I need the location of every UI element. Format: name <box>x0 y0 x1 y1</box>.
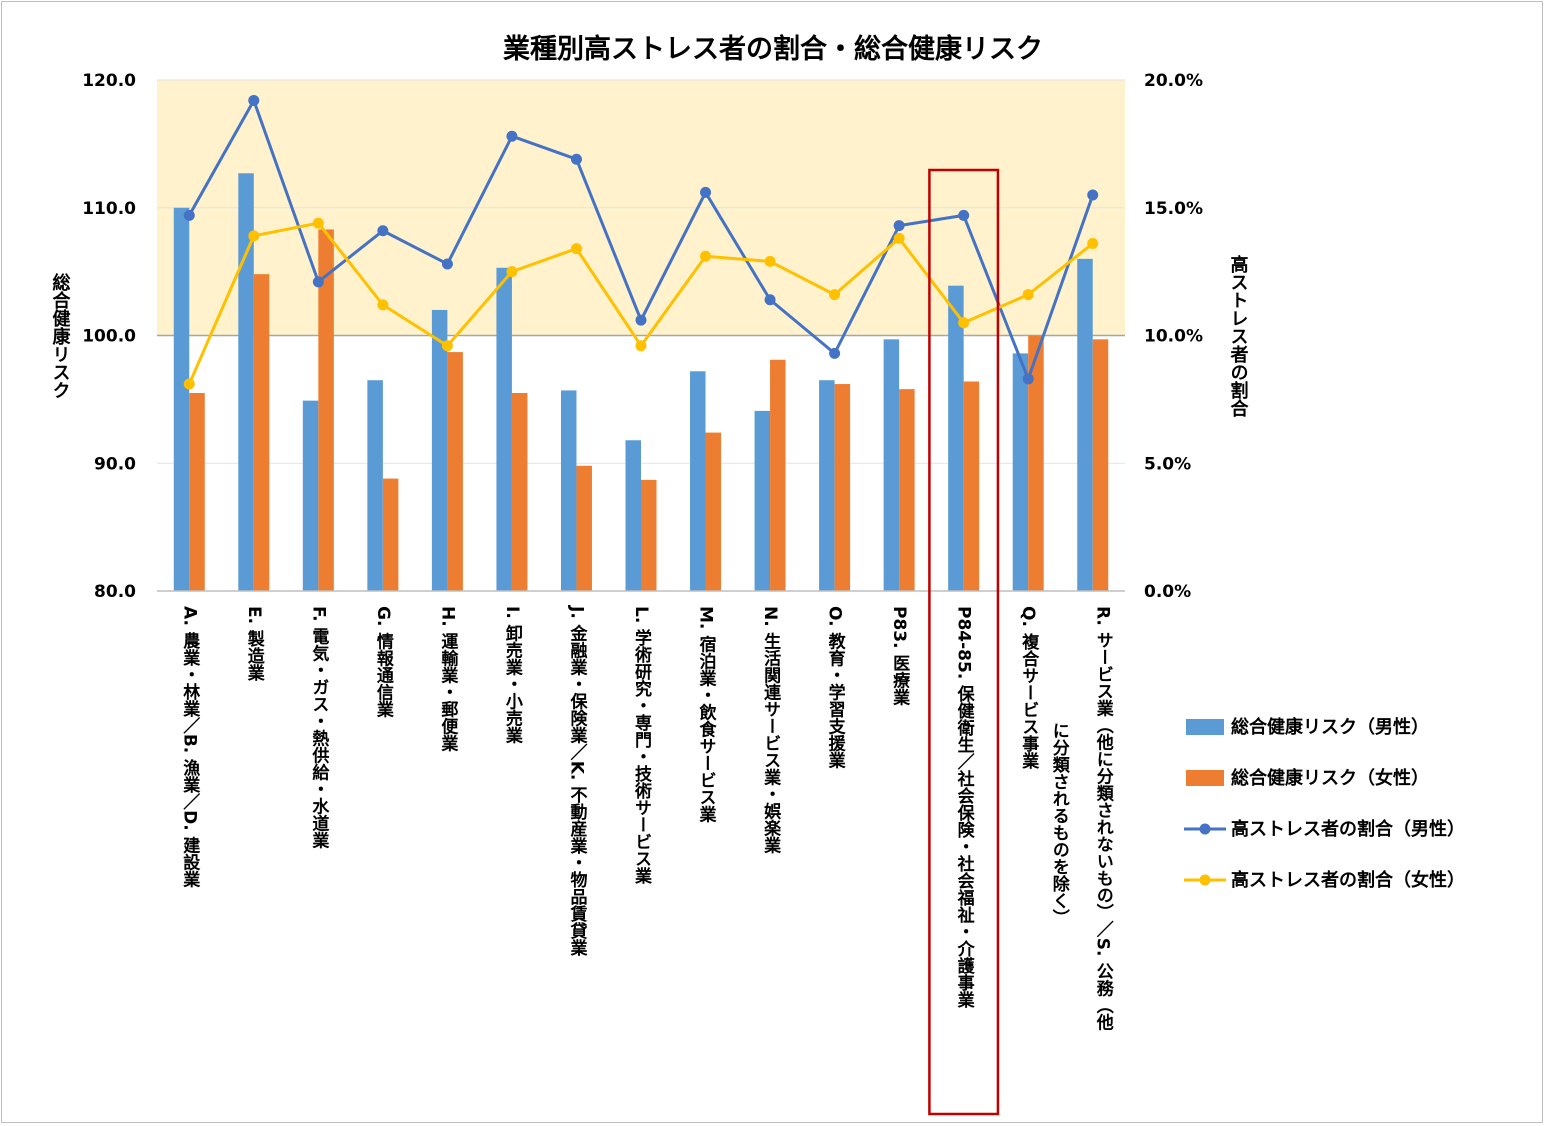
line-point-male <box>441 258 453 270</box>
line-point-female <box>1022 289 1034 301</box>
legend-label: 高ストレス者の割合（男性） <box>1231 818 1465 840</box>
category-label: N. 生活関連サービス業・娯楽業 <box>760 606 781 855</box>
bar-female <box>705 432 722 591</box>
y-right-tick-label: 15.0% <box>1144 199 1203 219</box>
chart-title: 業種別高ストレス者の割合・総合健康リスク <box>503 33 1043 65</box>
bar-female <box>641 479 657 591</box>
legend-swatch <box>1186 719 1224 735</box>
line-point-female <box>506 266 518 278</box>
legend-label: 総合健康リスク（男性） <box>1231 716 1429 738</box>
bar-female <box>511 392 528 591</box>
legend-swatch <box>1186 770 1224 786</box>
bar-female <box>834 384 851 591</box>
category-label: O. 教育・学習支援業 <box>825 606 847 769</box>
y-left-tick-label: 100.0 <box>82 327 136 347</box>
category-label: R. サービス業（他に分類されないもの）／S. 公務（他 <box>1093 606 1115 1030</box>
category-label: L. 学術研究・専門・技術サービス業 <box>631 606 653 885</box>
category-label: Q. 複合サービス事業 <box>1018 606 1040 770</box>
line-point-male <box>764 294 776 306</box>
line-point-female <box>829 289 841 301</box>
bar-male <box>496 267 512 591</box>
bar-male <box>367 380 383 591</box>
line-point-male <box>183 209 195 221</box>
bar-male <box>819 380 835 591</box>
category-label: A. 農業・林業／B. 漁業／D. 建設業 <box>179 606 200 889</box>
bar-male <box>302 400 319 591</box>
bar-male <box>560 390 577 591</box>
line-point-female <box>1087 238 1099 250</box>
line-point-male <box>1022 373 1034 385</box>
highlight-box <box>928 168 1000 1116</box>
legend-label: 高ストレス者の割合（女性） <box>1231 869 1465 891</box>
bar-male <box>690 371 706 591</box>
line-point-male <box>958 209 970 221</box>
bar-female <box>963 381 980 591</box>
line-point-female <box>764 255 776 267</box>
line-point-female <box>377 299 389 311</box>
line-point-male <box>377 225 389 237</box>
bar-male <box>431 309 448 591</box>
bar-female <box>1028 335 1044 591</box>
line-point-female <box>893 232 905 244</box>
bar-male <box>625 440 641 591</box>
legend-marker <box>1199 823 1211 835</box>
y-right-tick-label: 10.0% <box>1144 327 1203 347</box>
bar-female <box>1092 339 1109 591</box>
bar-male <box>238 173 254 591</box>
y-right-axis-title: 高ストレス者の割合 <box>1228 254 1250 417</box>
y-left-tick-label: 80.0 <box>94 582 136 602</box>
line-point-female <box>958 317 970 329</box>
line-point-female <box>312 217 324 229</box>
category-label: E. 製造業 <box>244 606 265 682</box>
line-point-male <box>570 153 582 165</box>
bar-male <box>1012 353 1029 591</box>
y-right-tick-label: 20.0% <box>1144 71 1203 91</box>
line-point-female <box>570 243 582 255</box>
bar-female <box>253 274 270 591</box>
bar-male <box>948 285 964 591</box>
y-left-tick-label: 120.0 <box>82 71 136 91</box>
category-label: P84-85. 保健衛生／社会保険・社会福祉・介護事業 <box>954 606 976 1009</box>
line-point-male <box>829 347 841 359</box>
bar-female <box>899 389 915 591</box>
bar-female <box>189 392 205 591</box>
category-label: P83. 医療業 <box>889 606 910 706</box>
line-point-female <box>635 340 647 352</box>
bar-female <box>382 478 399 591</box>
legend-marker <box>1199 874 1211 886</box>
line-point-male <box>700 186 712 198</box>
category-label: I. 卸売業・小売業 <box>502 606 523 745</box>
bar-female <box>318 229 334 591</box>
line-point-male <box>506 130 518 142</box>
line-point-male <box>248 94 260 106</box>
line-point-male <box>312 276 324 288</box>
line-point-female <box>700 250 712 262</box>
y-right-tick-label: 5.0% <box>1144 454 1191 474</box>
line-point-female <box>248 230 260 242</box>
bar-female <box>770 359 786 591</box>
line-point-female <box>441 340 453 352</box>
y-left-tick-label: 110.0 <box>82 199 136 219</box>
bar-male <box>754 410 771 591</box>
category-label: H. 運輸業・郵便業 <box>437 606 458 753</box>
y-right-tick-label: 0.0% <box>1144 582 1191 602</box>
bar-female <box>447 352 463 591</box>
y-left-axis-title: 総合健康リスク <box>50 272 71 399</box>
y-left-tick-label: 90.0 <box>94 454 136 474</box>
line-point-male <box>893 220 905 232</box>
line-point-female <box>183 378 195 390</box>
bar-male <box>883 339 900 591</box>
category-label: J. 金融業・保険業／K. 不動産業・物品賃貸業 <box>566 605 588 957</box>
category-label: に分類されるものを除く） <box>1049 722 1071 926</box>
category-label: M. 宿泊業・飲食サービス業 <box>696 606 718 823</box>
line-point-male <box>1087 189 1099 201</box>
bar-male <box>173 207 190 591</box>
category-label: G. 情報通信業 <box>373 606 394 718</box>
category-label: F. 電気・ガス・熱供給・水道業 <box>308 606 330 849</box>
legend-label: 総合健康リスク（女性） <box>1231 767 1429 789</box>
bar-male <box>1077 258 1093 591</box>
line-point-male <box>635 314 647 326</box>
bar-female <box>576 465 592 591</box>
